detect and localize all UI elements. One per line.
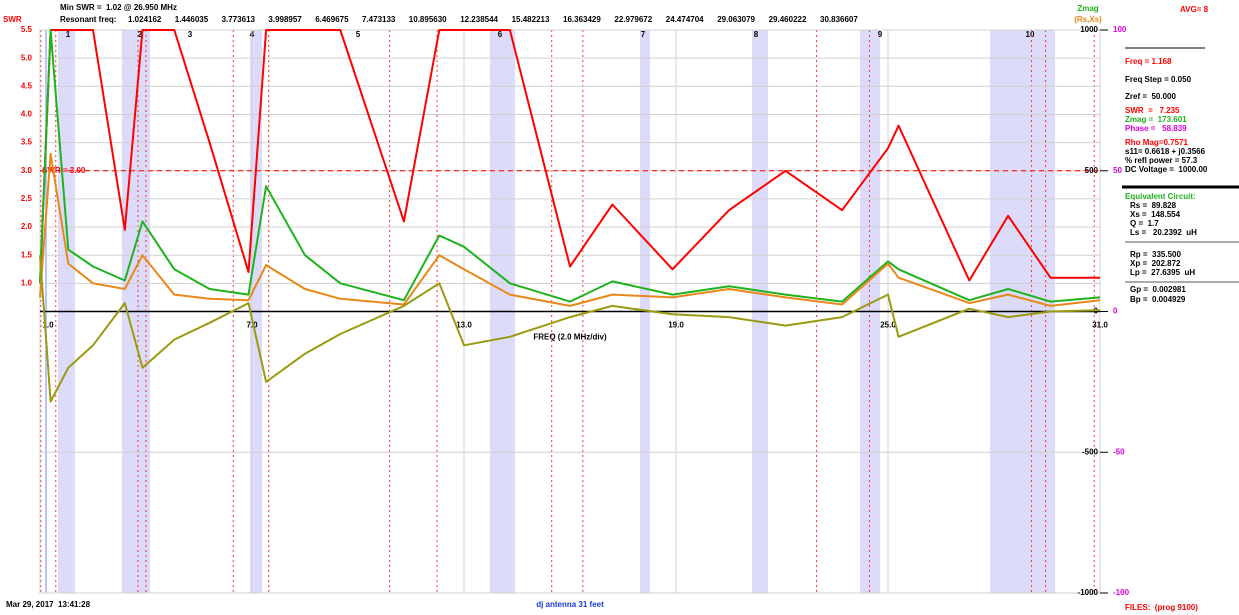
files: FILES: (prog 9100) — [1125, 603, 1198, 612]
band-number: 9 — [878, 30, 883, 39]
series-line — [39, 152, 1101, 307]
y3-tick-label: -50 — [1113, 447, 1125, 456]
resonant-freq: 1.446035 — [175, 15, 209, 24]
band-number: 6 — [498, 30, 503, 39]
y3-tick-label: -100 — [1113, 588, 1130, 597]
band-number: 5 — [356, 30, 361, 39]
avg: AVG= 8 — [1180, 5, 1209, 14]
x-tick-label: 25.0 — [880, 321, 896, 330]
panel-line: Freq Step = 0.050 — [1125, 75, 1192, 84]
band-number: 10 — [1026, 30, 1035, 39]
y3-tick-label: 100 — [1113, 25, 1127, 34]
legend-entry: SWR — [3, 15, 22, 24]
x-axis-label: FREQ (2.0 MHz/div) — [533, 333, 607, 342]
resonant-freq: 24.474704 — [666, 15, 704, 24]
y-tick-label: 4.5 — [21, 81, 33, 90]
resonant-freq: 29.460222 — [769, 15, 807, 24]
x-tick-label: 13.0 — [456, 321, 472, 330]
panel-line: Equivalent Circuit: — [1125, 192, 1196, 201]
resonant-freq: 29.063079 — [717, 15, 755, 24]
resonant-freq: 3.998957 — [268, 15, 302, 24]
panel-line: Xp = 202.872 — [1130, 259, 1181, 268]
panel-line: Ls = 20.2392 uH — [1130, 228, 1197, 237]
y-tick-label: 3.5 — [21, 138, 33, 147]
series-line — [39, 29, 1100, 284]
resonant-freq: 10.895630 — [409, 15, 447, 24]
x-tick-label: 31.0 — [1092, 321, 1108, 330]
panel-line: Zmag = 173.601 — [1125, 115, 1187, 124]
panel-line: Rs = 89.828 — [1130, 201, 1177, 210]
y-tick-label: 1.5 — [21, 250, 33, 259]
legend-entry: (Rs,Xs) — [1074, 15, 1102, 24]
resonant-freq: 15.482213 — [512, 15, 550, 24]
panel-line: Phase = 58.839 — [1125, 124, 1187, 133]
band-number: 8 — [754, 30, 759, 39]
series-line — [39, 29, 1101, 303]
band-number: 2 — [138, 30, 143, 39]
panel-line: Lp = 27.6395 uH — [1130, 268, 1195, 277]
y-tick-label: 2.5 — [21, 194, 33, 203]
y3-tick-label: 50 — [1113, 166, 1122, 175]
x-tick-label: 7.0 — [246, 321, 258, 330]
resonant-freq: 12.238544 — [460, 15, 498, 24]
y-tick-label: 5.5 — [21, 25, 33, 34]
panel-separators — [1122, 47, 1239, 283]
reference-label: SWR = 3.00 — [42, 166, 86, 175]
panel-line: Xs = 148.554 — [1130, 210, 1181, 219]
panel-line: DC Voltage = 1000.00 — [1125, 165, 1208, 174]
y-tick-label: 2.0 — [21, 222, 33, 231]
y-tick-label: 5.0 — [21, 53, 33, 62]
resonant-freq: 30.836607 — [820, 15, 858, 24]
panel-line: s11= 0.6618 + j0.3566 — [1125, 147, 1206, 156]
resonant-freq: 7.473133 — [362, 15, 396, 24]
x-tick-label: 19.0 — [668, 321, 684, 330]
band-number: 3 — [188, 30, 193, 39]
min-swr: Min SWR = 1.02 @ 26.950 MHz — [60, 3, 177, 12]
resonant-title: Resonant freq: — [60, 15, 116, 24]
y2-tick-label: 1000 — [1080, 25, 1098, 34]
resonant-freq: 1.024162 — [128, 15, 162, 24]
y2-tick-label: 500 — [1085, 166, 1099, 175]
panel-line: Zref = 50.000 — [1125, 92, 1176, 101]
panel-line: SWR = 7.235 — [1125, 106, 1180, 115]
caption: dj antenna 31 feet — [536, 600, 604, 609]
resonant-freq: 22.979672 — [614, 15, 652, 24]
panel-line: Rho Mag=0.7571 — [1125, 138, 1188, 147]
panel-line: Bp = 0.004929 — [1130, 295, 1186, 304]
y-tick-label: 4.0 — [21, 110, 33, 119]
panel-line: % refl power = 57.3 — [1125, 156, 1198, 165]
panel-line: Gp = 0.002981 — [1130, 285, 1186, 294]
timestamp: Mar 29, 2017 13:41:28 — [6, 600, 91, 609]
y2-tick-label: -1000 — [1078, 588, 1099, 597]
y2-tick-label: -500 — [1082, 447, 1099, 456]
band-number: 7 — [641, 30, 646, 39]
resonant-freq: 3.773613 — [222, 15, 256, 24]
panel-line: Rp = 335.500 — [1130, 250, 1181, 259]
band-number: 1 — [66, 30, 71, 39]
panel-line: Freq = 1.168 — [1125, 57, 1172, 66]
resonant-freq: 16.363429 — [563, 15, 601, 24]
panel-line: Q = 1.7 — [1130, 219, 1159, 228]
x-tick-label: 1.0 — [42, 321, 54, 330]
y-tick-label: 1.0 — [21, 278, 33, 287]
resonant-freq: 6.469675 — [315, 15, 349, 24]
y-tick-label: 3.0 — [21, 166, 33, 175]
series-line — [39, 255, 1101, 403]
legend-entry: Zmag — [1077, 4, 1098, 13]
y3-tick-label: 0 — [1113, 307, 1118, 316]
